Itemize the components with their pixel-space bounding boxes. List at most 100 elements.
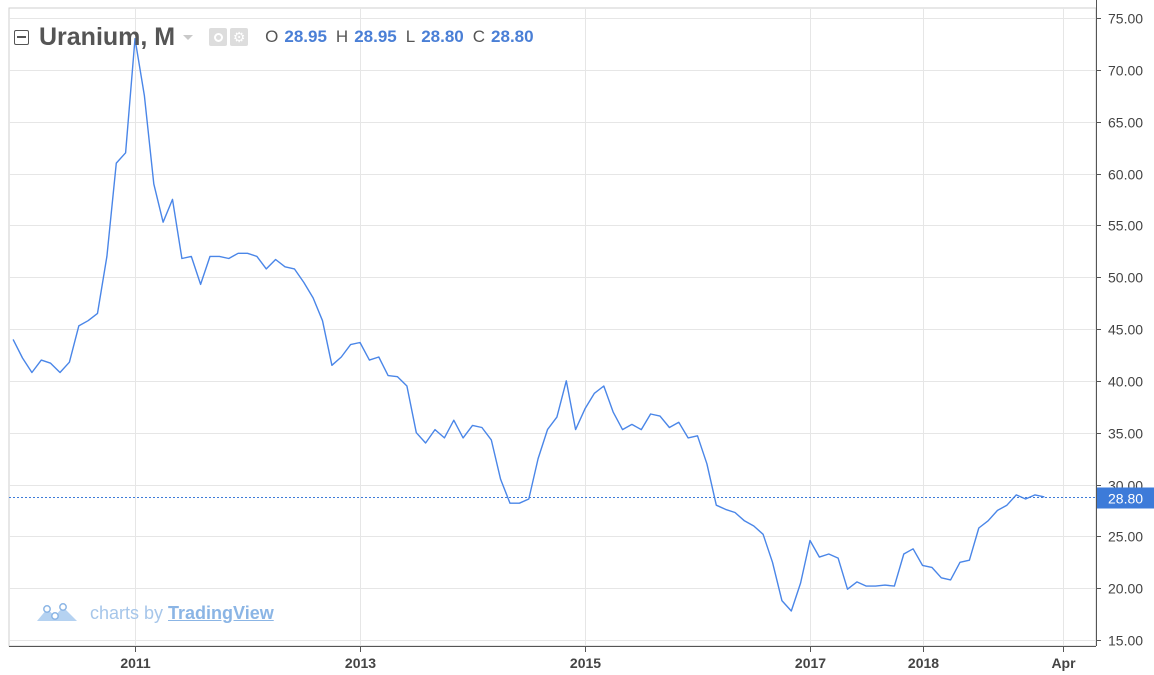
data-point[interactable] <box>864 584 869 589</box>
data-point[interactable] <box>189 254 194 259</box>
data-point[interactable] <box>1014 492 1019 497</box>
data-point[interactable] <box>376 355 381 360</box>
data-point[interactable] <box>854 579 859 584</box>
data-point[interactable] <box>517 501 522 506</box>
data-point[interactable] <box>676 420 681 425</box>
data-point[interactable] <box>883 583 888 588</box>
data-point[interactable] <box>264 266 269 271</box>
data-point[interactable] <box>151 181 156 186</box>
data-point[interactable] <box>592 391 597 396</box>
data-point[interactable] <box>451 418 456 423</box>
data-point[interactable] <box>901 552 906 557</box>
data-point[interactable] <box>845 587 850 592</box>
data-point[interactable] <box>817 555 822 560</box>
data-point[interactable] <box>929 565 934 570</box>
data-point[interactable] <box>770 560 775 565</box>
data-point[interactable] <box>273 257 278 262</box>
data-point[interactable] <box>911 546 916 551</box>
data-point[interactable] <box>433 427 438 432</box>
data-point[interactable] <box>461 435 466 440</box>
watermark-brand-link[interactable]: TradingView <box>168 602 274 623</box>
tradingview-watermark[interactable]: charts by TradingView <box>36 601 274 625</box>
data-point[interactable] <box>583 406 588 411</box>
data-point[interactable] <box>714 503 719 508</box>
data-point[interactable] <box>226 256 231 261</box>
data-point[interactable] <box>939 575 944 580</box>
data-point[interactable] <box>920 563 925 568</box>
data-point[interactable] <box>751 524 756 529</box>
data-point[interactable] <box>958 560 963 565</box>
data-point[interactable] <box>423 441 428 446</box>
data-point[interactable] <box>48 361 53 366</box>
data-point[interactable] <box>114 161 119 166</box>
data-point[interactable] <box>836 556 841 561</box>
chevron-down-icon[interactable] <box>183 34 194 40</box>
data-point[interactable] <box>873 584 878 589</box>
data-point[interactable] <box>367 358 372 363</box>
data-point[interactable] <box>161 220 166 225</box>
data-point[interactable] <box>826 552 831 557</box>
data-point[interactable] <box>170 197 175 202</box>
data-point[interactable] <box>320 318 325 323</box>
data-point[interactable] <box>704 461 709 466</box>
data-point[interactable] <box>479 425 484 430</box>
data-point[interactable] <box>639 427 644 432</box>
data-point[interactable] <box>723 507 728 512</box>
price-series-line[interactable] <box>12 38 1045 612</box>
data-point[interactable] <box>29 370 34 375</box>
data-point[interactable] <box>611 409 616 414</box>
data-point[interactable] <box>198 282 203 287</box>
data-point[interactable] <box>283 264 288 269</box>
data-point[interactable] <box>808 538 813 543</box>
data-point[interactable] <box>536 456 541 461</box>
data-point[interactable] <box>733 510 738 515</box>
data-point[interactable] <box>386 373 391 378</box>
gear-icon[interactable]: ⚙ <box>230 28 249 46</box>
data-point[interactable] <box>208 254 213 259</box>
data-point[interactable] <box>217 254 222 259</box>
data-point[interactable] <box>967 558 972 563</box>
data-point[interactable] <box>414 430 419 435</box>
data-point[interactable] <box>1033 492 1038 497</box>
data-point[interactable] <box>892 584 897 589</box>
data-point[interactable] <box>470 423 475 428</box>
data-point[interactable] <box>695 433 700 438</box>
data-point[interactable] <box>779 598 784 603</box>
data-point[interactable] <box>76 323 81 328</box>
data-point[interactable] <box>976 526 981 531</box>
data-point[interactable] <box>986 518 991 523</box>
symbol-title[interactable]: Uranium, M <box>39 22 176 51</box>
data-point[interactable] <box>601 384 606 389</box>
data-point[interactable] <box>329 363 334 368</box>
data-point[interactable] <box>123 150 128 155</box>
data-point[interactable] <box>39 358 44 363</box>
data-point[interactable] <box>254 254 259 259</box>
data-point[interactable] <box>404 384 409 389</box>
data-point[interactable] <box>554 415 559 420</box>
data-point[interactable] <box>104 254 109 259</box>
data-point[interactable] <box>686 435 691 440</box>
data-point[interactable] <box>95 311 100 316</box>
data-point[interactable] <box>742 518 747 523</box>
data-point[interactable] <box>301 280 306 285</box>
data-point[interactable] <box>648 412 653 417</box>
collapse-icon[interactable] <box>14 29 29 45</box>
data-point[interactable] <box>179 256 184 261</box>
data-point[interactable] <box>245 251 250 256</box>
data-point[interactable] <box>1042 494 1047 499</box>
data-point[interactable] <box>292 266 297 271</box>
data-point[interactable] <box>629 422 634 427</box>
data-point[interactable] <box>761 532 766 537</box>
data-point[interactable] <box>798 581 803 586</box>
data-point[interactable] <box>489 437 494 442</box>
data-point[interactable] <box>667 425 672 430</box>
data-point[interactable] <box>995 508 1000 513</box>
data-point[interactable] <box>236 251 241 256</box>
data-point[interactable] <box>620 427 625 432</box>
data-point[interactable] <box>545 427 550 432</box>
data-point[interactable] <box>395 374 400 379</box>
data-point[interactable] <box>67 360 72 365</box>
data-point[interactable] <box>358 340 363 345</box>
